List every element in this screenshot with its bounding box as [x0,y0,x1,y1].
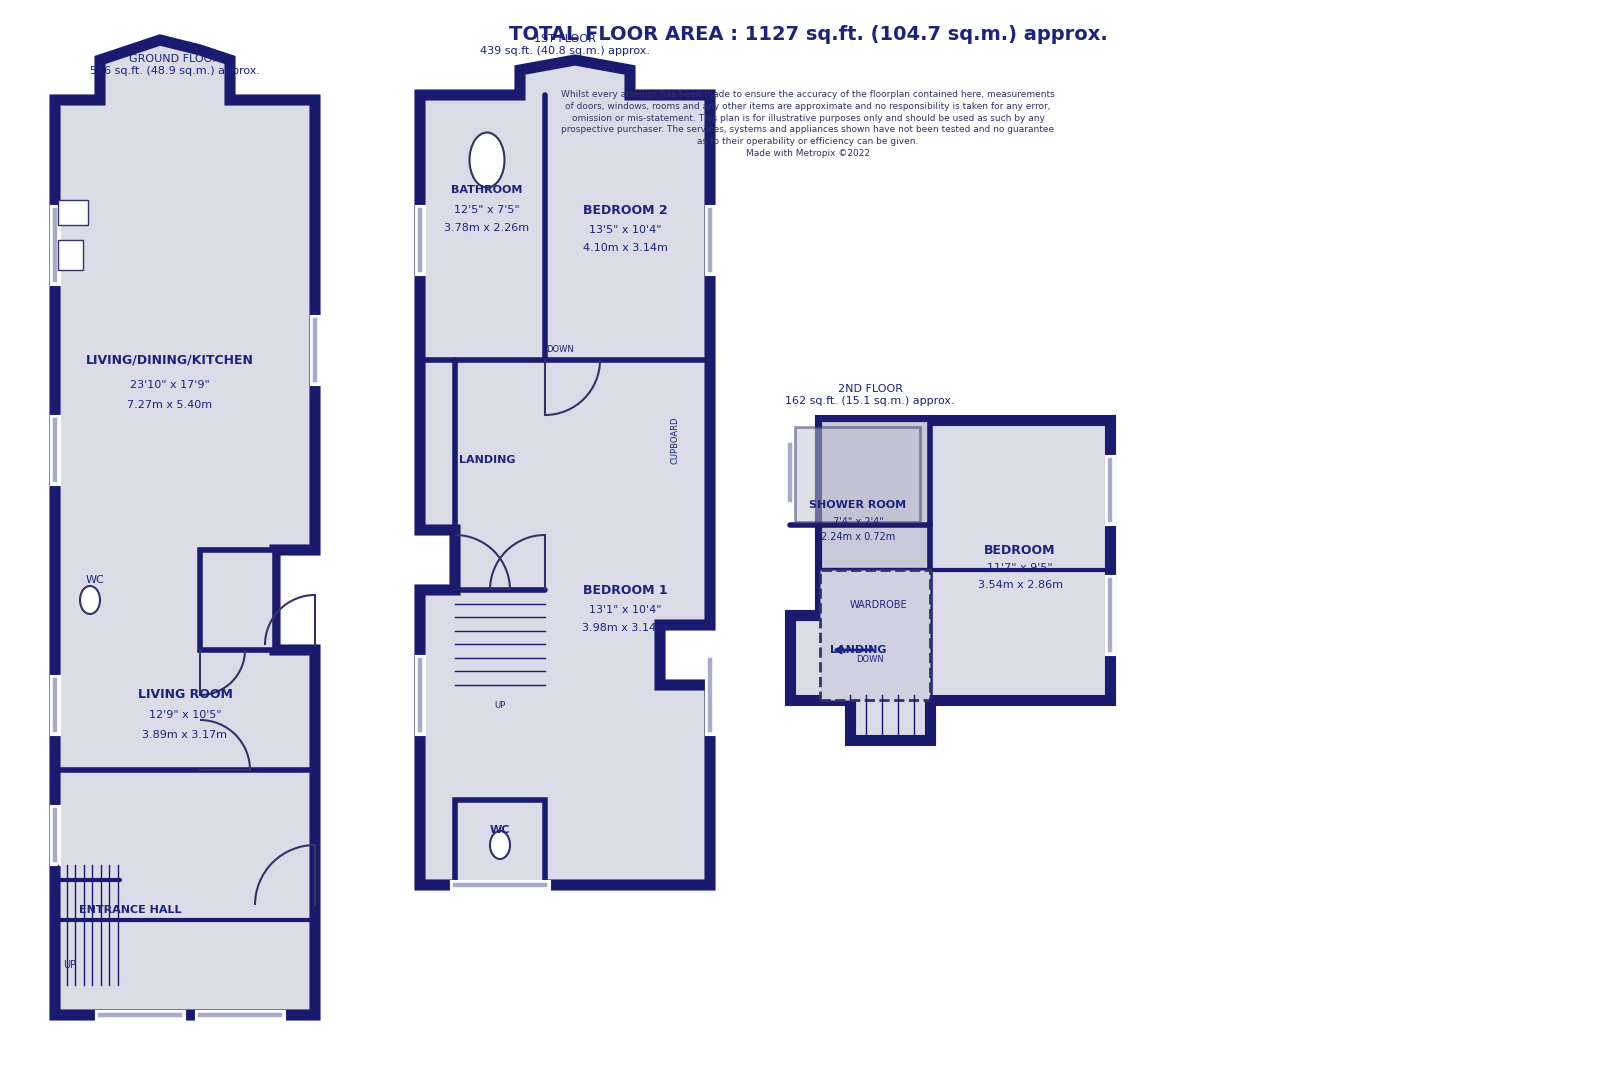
Text: BEDROOM 2: BEDROOM 2 [583,203,667,216]
Ellipse shape [490,831,511,859]
Text: WC: WC [490,825,511,835]
Text: DOWN: DOWN [546,346,574,354]
Bar [819,570,929,700]
Text: LANDING: LANDING [459,455,516,465]
Text: 3.89m x 3.17m: 3.89m x 3.17m [142,730,228,740]
Polygon shape [55,40,315,1015]
Text: CUPBOARD: CUPBOARD [671,416,679,463]
Text: 12'9" x 10'5": 12'9" x 10'5" [149,710,221,720]
Ellipse shape [470,133,504,188]
Text: LANDING: LANDING [829,645,886,654]
Text: Whilst every attempt has been made to ensure the accuracy of the floorplan conta: Whilst every attempt has been made to en… [561,90,1055,158]
Text: TOTAL FLOOR AREA : 1127 sq.ft. (104.7 sq.m.) approx.: TOTAL FLOOR AREA : 1127 sq.ft. (104.7 sq… [509,26,1107,44]
Text: 3.98m x 3.14m: 3.98m x 3.14m [582,623,667,633]
Bar [819,420,929,570]
Bar [795,427,920,522]
Polygon shape [200,550,275,650]
Text: 13'5" x 10'4": 13'5" x 10'4" [588,225,661,235]
Text: UP: UP [63,960,76,970]
Text: BEDROOM: BEDROOM [984,543,1055,556]
Text: 7'4" x 2'4": 7'4" x 2'4" [832,517,884,527]
Polygon shape [456,800,545,885]
Text: 1ST FLOOR
439 sq.ft. (40.8 sq.m.) approx.: 1ST FLOOR 439 sq.ft. (40.8 sq.m.) approx… [480,35,650,56]
Text: 7.27m x 5.40m: 7.27m x 5.40m [128,400,213,410]
Polygon shape [420,60,709,885]
Text: 3.78m x 2.26m: 3.78m x 2.26m [444,222,530,233]
Text: BEDROOM 1: BEDROOM 1 [583,583,667,596]
Text: 11'7" x 9'5": 11'7" x 9'5" [987,563,1052,573]
Text: GROUND FLOOR
526 sq.ft. (48.9 sq.m.) approx.: GROUND FLOOR 526 sq.ft. (48.9 sq.m.) app… [90,54,260,76]
Bar [58,240,82,270]
Text: 4.10m x 3.14m: 4.10m x 3.14m [582,243,667,253]
Text: SHOWER ROOM: SHOWER ROOM [810,500,907,510]
Text: 2ND FLOOR
162 sq.ft. (15.1 sq.m.) approx.: 2ND FLOOR 162 sq.ft. (15.1 sq.m.) approx… [785,384,955,406]
Text: 13'1" x 10'4": 13'1" x 10'4" [588,605,661,615]
Bar [58,200,87,225]
Ellipse shape [81,586,100,615]
Polygon shape [790,420,1110,740]
Text: 2.24m x 0.72m: 2.24m x 0.72m [821,532,895,542]
Text: 3.54m x 2.86m: 3.54m x 2.86m [978,580,1062,590]
Text: LIVING ROOM: LIVING ROOM [137,689,233,702]
Text: WARDROBE: WARDROBE [848,600,907,610]
Text: UP: UP [494,701,506,710]
Text: 12'5" x 7'5": 12'5" x 7'5" [454,205,520,215]
Text: BATHROOM: BATHROOM [451,185,522,195]
Text: WC: WC [86,575,105,585]
Text: ENTRANCE HALL: ENTRANCE HALL [79,905,181,915]
Text: 23'10" x 17'9": 23'10" x 17'9" [131,380,210,390]
Text: DOWN: DOWN [856,656,884,664]
Text: LIVING/DINING/KITCHEN: LIVING/DINING/KITCHEN [86,353,254,366]
